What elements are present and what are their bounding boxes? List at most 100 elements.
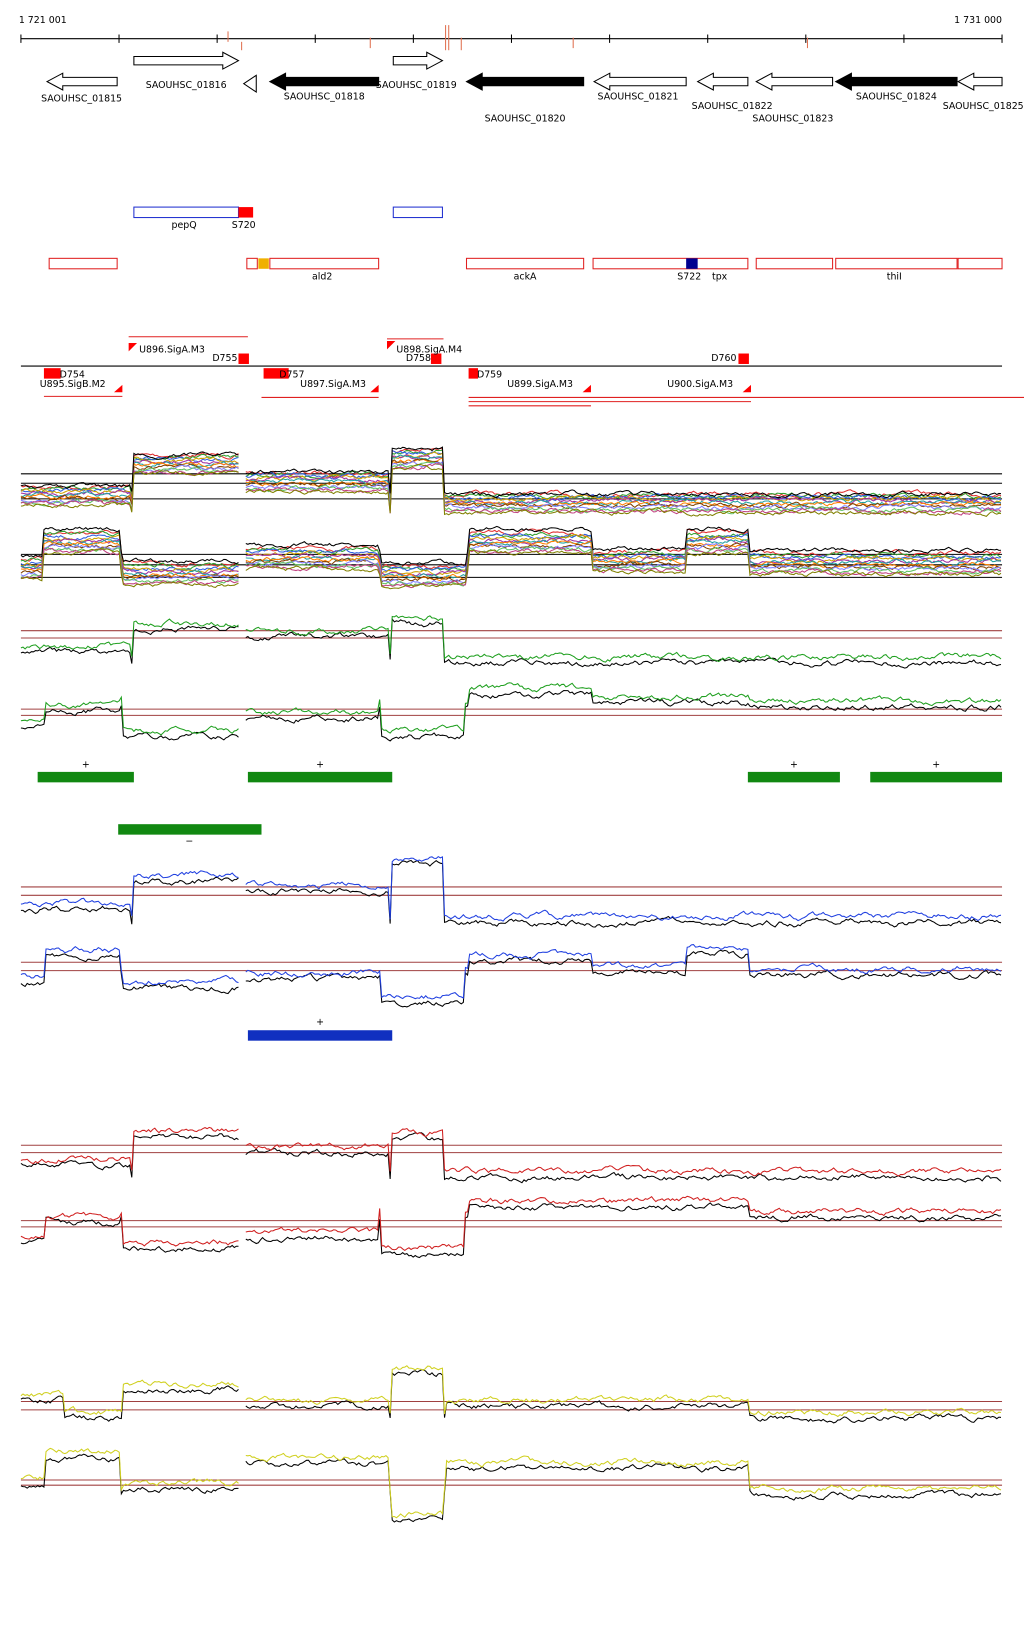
segment-bar <box>37 771 134 783</box>
signal-line <box>245 463 1002 517</box>
segment-sign: + <box>790 760 798 771</box>
annotation-label: tpx <box>712 271 728 282</box>
gene-arrow <box>45 72 118 91</box>
annotation-box <box>592 257 749 270</box>
signal-line <box>245 532 1002 571</box>
segment-bars: + + + + − + <box>37 760 1003 1041</box>
annotation-label: S722 <box>677 271 701 282</box>
signal-line <box>245 449 1002 502</box>
feature-label: U900.SigA.M3 <box>667 379 733 390</box>
gene-arrow <box>696 72 749 91</box>
signal-line <box>245 1195 1002 1252</box>
ruler-end: 1 731 000 <box>954 15 1002 26</box>
signal-line <box>20 534 239 574</box>
signal-line <box>20 1211 239 1247</box>
feature-flag <box>742 384 752 393</box>
annotation-box <box>465 257 585 270</box>
signal-line <box>245 1132 1002 1184</box>
annotation-box <box>269 257 380 270</box>
feature-label: D754 <box>60 370 85 381</box>
signal-line <box>20 1379 239 1415</box>
signal-line <box>245 1365 1002 1418</box>
annotation-label: S720 <box>232 220 256 231</box>
signal-line <box>20 526 239 565</box>
gene-label: SAOUHSC_01825 <box>943 101 1024 112</box>
segment-sign: + <box>82 760 90 771</box>
annotation-track: pepQ S720 ald2 ackA S722 tpx thiI <box>48 206 1003 282</box>
gene-arrow <box>956 72 1003 91</box>
signal-line <box>20 548 239 588</box>
gene-arrow <box>242 74 257 94</box>
gene-arrow <box>465 72 585 91</box>
signal-line <box>245 855 1002 922</box>
signal-line <box>245 449 1002 501</box>
segment-bar <box>247 1030 393 1041</box>
signal-line <box>20 530 239 570</box>
signal-line <box>20 870 239 917</box>
segment-sign: + <box>932 760 940 771</box>
gene-arrow <box>755 72 834 91</box>
segment-bar <box>118 824 262 835</box>
signal-line <box>20 625 239 664</box>
signal-line <box>245 461 1002 515</box>
gene-label: SAOUHSC_01815 <box>41 93 122 104</box>
gene-arrow <box>392 51 444 70</box>
signal-line <box>20 953 239 995</box>
ruler: 1 721 001 1 731 000 <box>19 15 1002 40</box>
feature-flag <box>582 384 591 393</box>
signal-line <box>20 1385 239 1422</box>
signal-line <box>245 451 1002 504</box>
feature-label: D755 <box>212 353 237 364</box>
gene-arrow <box>133 51 240 70</box>
feature-label: U895.SigB.M2 <box>40 379 106 390</box>
feature-box <box>430 353 442 364</box>
annotation-box <box>258 258 269 269</box>
signal-line <box>20 1216 239 1253</box>
feature-box <box>238 353 249 364</box>
annotation-box <box>957 257 1003 270</box>
segment-bar <box>247 771 393 783</box>
feature-flag <box>128 343 138 352</box>
signal-line <box>245 454 1002 507</box>
signal-line <box>20 1133 239 1178</box>
signal-line <box>245 949 1002 1008</box>
signal-line <box>245 528 1002 569</box>
feature-box <box>43 368 61 379</box>
signal-line <box>20 546 239 585</box>
feature-label: D760 <box>711 353 736 364</box>
signal-line <box>20 461 239 504</box>
feature-flag <box>370 384 379 393</box>
signal-line <box>245 1458 1002 1523</box>
signal-line <box>245 1369 1002 1424</box>
annotation-label: ald2 <box>312 271 332 282</box>
signal-line <box>20 618 239 657</box>
signal-line <box>245 525 1002 566</box>
signal-line <box>245 540 1002 582</box>
annotation-label: pepQ <box>172 220 197 231</box>
feature-label: D759 <box>477 370 502 381</box>
signal-line <box>245 1452 1002 1519</box>
gene-label: SAOUHSC_01822 <box>692 101 773 112</box>
annotation-box <box>392 206 443 219</box>
gene-arrow <box>834 72 958 91</box>
gene-label: SAOUHSC_01819 <box>376 80 457 91</box>
signal-line <box>20 456 239 498</box>
segment-sign: + <box>316 1017 324 1028</box>
signal-line <box>245 532 1002 572</box>
signal-line <box>245 533 1002 576</box>
signal-line <box>245 1127 1002 1177</box>
segment-bar <box>747 771 840 783</box>
signal-line <box>20 453 239 496</box>
feature-label: D757 <box>279 370 304 381</box>
annotation-box <box>835 257 958 270</box>
gene-arrow <box>268 72 380 91</box>
signal-line <box>20 470 239 513</box>
gene-arrow <box>592 72 687 91</box>
signal-line <box>20 946 239 986</box>
signal-line <box>20 547 239 586</box>
feature-label: D758 <box>406 353 431 364</box>
signal-line <box>245 542 1002 585</box>
annotation-box <box>686 258 698 269</box>
feature-flag <box>387 340 396 350</box>
